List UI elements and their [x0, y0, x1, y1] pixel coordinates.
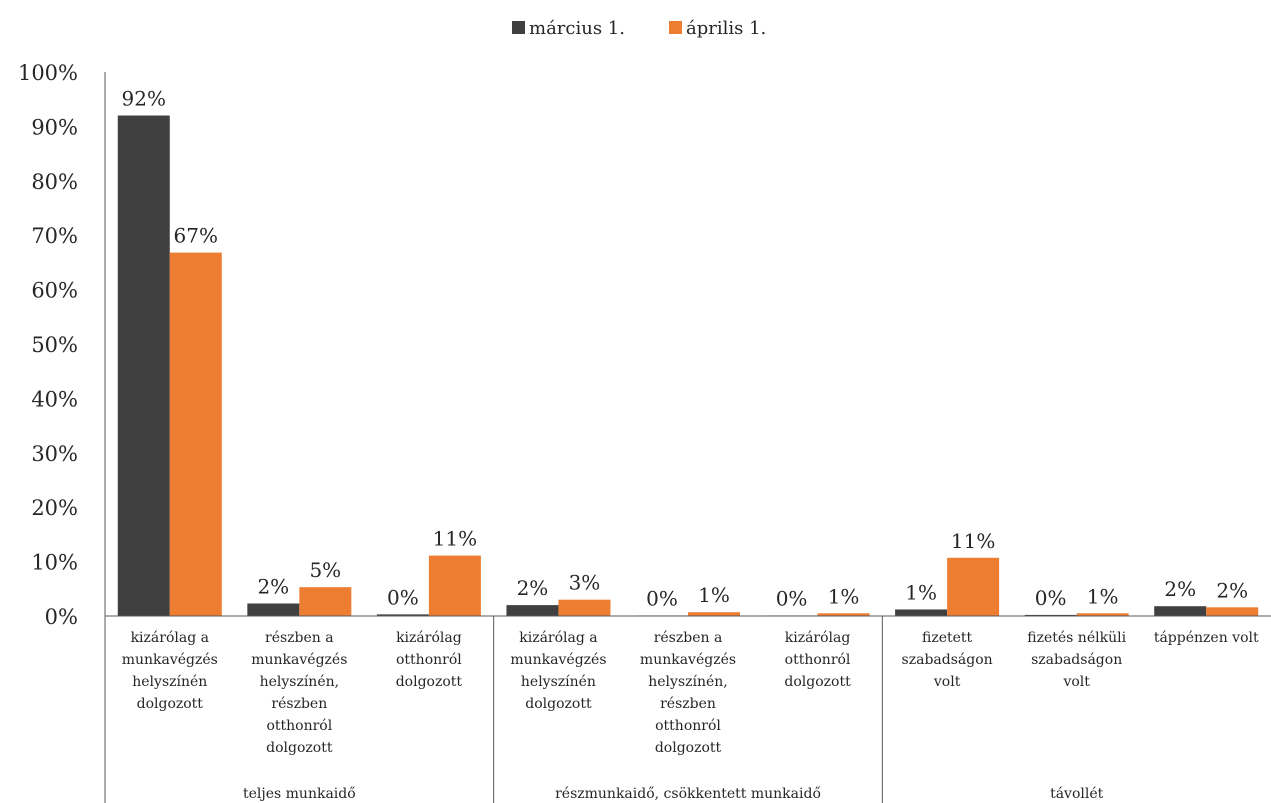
data-label: 2%: [517, 576, 549, 600]
bar-march: [506, 605, 559, 616]
data-label: 92%: [122, 87, 166, 111]
category-label: kizárólag: [785, 630, 851, 646]
bar-april: [817, 613, 870, 616]
data-label: 67%: [174, 224, 218, 248]
category-label: dolgozott: [525, 696, 592, 712]
category-label: dolgozott: [266, 740, 333, 756]
data-label: 1%: [698, 583, 730, 607]
data-label: 1%: [828, 584, 860, 608]
category-label: részben a: [654, 630, 723, 646]
category-label: otthonról: [655, 718, 721, 734]
bar-march: [1154, 606, 1207, 616]
legend-label-2: április 1.: [686, 18, 766, 39]
bar-april: [299, 587, 352, 616]
data-label: 1%: [1087, 584, 1119, 608]
category-label: szabadságon: [902, 652, 993, 668]
legend-label-1: március 1.: [529, 18, 625, 39]
y-tick-label: 80%: [31, 170, 78, 194]
bar-april: [1206, 607, 1259, 616]
legend: március 1. április 1.: [512, 18, 766, 39]
category-label: helyszínén,: [648, 674, 728, 690]
bar-march: [117, 115, 170, 617]
category-label: helyszínén,: [260, 674, 340, 690]
category-label: munkavégzés: [122, 652, 218, 668]
y-tick-label: 60%: [31, 279, 78, 303]
y-tick-label: 50%: [31, 333, 78, 357]
category-label: munkavégzés: [640, 652, 736, 668]
data-label: 2%: [1216, 578, 1248, 602]
bar-april: [1076, 613, 1129, 616]
y-tick-label: 10%: [31, 551, 78, 575]
category-label: részben: [271, 696, 327, 712]
category-label: otthonról: [785, 652, 851, 668]
y-tick-label: 100%: [18, 61, 78, 85]
bar-april: [688, 612, 740, 616]
category-label: otthonról: [396, 652, 462, 668]
category-label: kizárólag: [396, 630, 462, 646]
y-tick-label: 40%: [31, 387, 78, 411]
bar-march: [376, 614, 429, 616]
bar-march: [247, 603, 300, 616]
legend-swatch-2: [669, 21, 682, 34]
y-tick-label: 70%: [31, 224, 78, 248]
data-label: 2%: [257, 574, 289, 598]
data-label: 11%: [951, 529, 995, 553]
data-label: 0%: [776, 586, 808, 610]
category-label: otthonról: [266, 718, 332, 734]
category-label: dolgozott: [396, 674, 463, 690]
category-label: volt: [933, 674, 961, 690]
y-tick-label: 90%: [31, 115, 78, 139]
y-axis: 0% 10% 20% 30% 40% 50% 60% 70% 80% 90% 100%: [18, 61, 106, 629]
y-tick-label: 0%: [45, 605, 78, 629]
category-label: volt: [1062, 674, 1090, 690]
y-tick-label: 20%: [31, 496, 78, 520]
group-label: távollét: [1050, 786, 1104, 802]
category-label: dolgozott: [784, 674, 851, 690]
category-label: szabadságon: [1031, 652, 1122, 668]
category-label: dolgozott: [137, 696, 204, 712]
data-label: 0%: [387, 585, 419, 609]
data-label: 0%: [1035, 586, 1067, 610]
bar-april: [169, 252, 222, 616]
bar-march: [1024, 614, 1077, 616]
category-label: dolgozott: [655, 740, 722, 756]
category-label: helyszínén: [132, 674, 207, 690]
bars: 92% 67% 2% 5% 0% 11% 2% 3% 0% 1% 0% 1% 1% 11% 0% 1% 2% 2%: [117, 87, 1259, 617]
category-label: munkavégzés: [251, 652, 347, 668]
bar-april: [428, 555, 481, 616]
category-label: helyszínén: [521, 674, 596, 690]
category-label: táppénzen volt: [1154, 630, 1259, 646]
data-label: 0%: [646, 586, 678, 610]
legend-swatch-1: [512, 21, 525, 34]
category-label: részben: [660, 696, 716, 712]
group-label: részmunkaidő, csökkentett munkaidő: [555, 786, 821, 802]
group-label: teljes munkaidő: [243, 786, 356, 802]
category-label: munkavégzés: [510, 652, 606, 668]
category-label: részben a: [265, 630, 334, 646]
data-label: 3%: [569, 571, 601, 595]
bar-april: [947, 557, 1000, 616]
category-label: kizárólag a: [131, 630, 209, 646]
category-label: fizetett: [922, 630, 973, 646]
data-label: 11%: [433, 527, 477, 551]
category-label: fizetés nélküli: [1027, 630, 1126, 646]
category-label: kizárólag a: [519, 630, 597, 646]
bar-april: [558, 599, 611, 616]
x-axis: kizárólag a munkavégzés helyszínén dolgozot…: [104, 615, 1271, 803]
y-tick-label: 30%: [31, 442, 78, 466]
data-label: 1%: [905, 580, 937, 604]
data-label: 5%: [309, 558, 341, 582]
bar-march: [895, 609, 948, 616]
data-label: 2%: [1164, 577, 1196, 601]
